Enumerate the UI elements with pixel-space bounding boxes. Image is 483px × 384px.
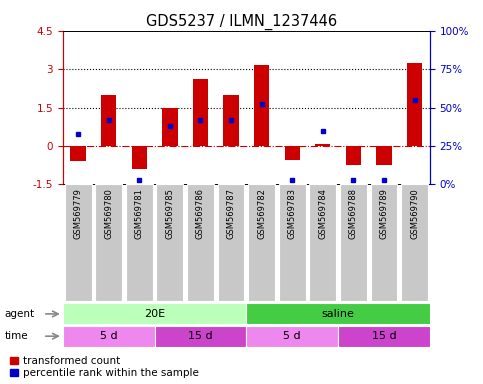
Bar <box>279 184 306 301</box>
Text: GSM569788: GSM569788 <box>349 188 358 239</box>
Bar <box>284 146 300 160</box>
Bar <box>217 184 244 301</box>
Bar <box>340 184 367 301</box>
Bar <box>376 146 392 165</box>
Bar <box>248 184 275 301</box>
Text: 5 d: 5 d <box>284 331 301 341</box>
Text: 5 d: 5 d <box>100 331 117 341</box>
Bar <box>246 303 430 324</box>
Bar <box>95 184 122 301</box>
Bar <box>338 326 430 347</box>
Text: GSM569790: GSM569790 <box>410 188 419 238</box>
Bar <box>370 184 398 301</box>
Bar <box>223 95 239 146</box>
Bar <box>254 65 270 146</box>
Text: GSM569782: GSM569782 <box>257 188 266 239</box>
Bar <box>246 326 338 347</box>
Bar <box>187 184 214 301</box>
Text: 20E: 20E <box>144 309 165 319</box>
Bar <box>315 144 330 146</box>
Bar <box>131 146 147 169</box>
Bar <box>63 326 155 347</box>
Text: agent: agent <box>5 309 35 319</box>
Bar <box>346 146 361 165</box>
Bar <box>156 184 184 301</box>
Text: saline: saline <box>322 309 355 319</box>
Text: GSM569779: GSM569779 <box>73 188 83 239</box>
Bar <box>162 108 177 146</box>
Bar <box>71 146 86 161</box>
Bar <box>63 303 246 324</box>
Bar <box>65 184 92 301</box>
Text: 15 d: 15 d <box>188 331 213 341</box>
Text: GSM569781: GSM569781 <box>135 188 144 239</box>
Bar <box>193 79 208 146</box>
Text: GSM569783: GSM569783 <box>288 188 297 239</box>
Text: GSM569785: GSM569785 <box>165 188 174 239</box>
Bar <box>101 95 116 146</box>
Bar <box>401 184 428 301</box>
Text: GSM569784: GSM569784 <box>318 188 327 239</box>
Bar <box>126 184 153 301</box>
Bar <box>407 63 422 146</box>
Text: time: time <box>5 331 28 341</box>
Text: GSM569787: GSM569787 <box>227 188 236 239</box>
Legend: transformed count, percentile rank within the sample: transformed count, percentile rank withi… <box>10 356 199 378</box>
Text: GSM569789: GSM569789 <box>380 188 388 239</box>
Bar <box>155 326 246 347</box>
Text: GSM569786: GSM569786 <box>196 188 205 239</box>
Text: GDS5237 / ILMN_1237446: GDS5237 / ILMN_1237446 <box>146 13 337 30</box>
Text: 15 d: 15 d <box>372 331 396 341</box>
Bar <box>309 184 336 301</box>
Text: GSM569780: GSM569780 <box>104 188 113 239</box>
